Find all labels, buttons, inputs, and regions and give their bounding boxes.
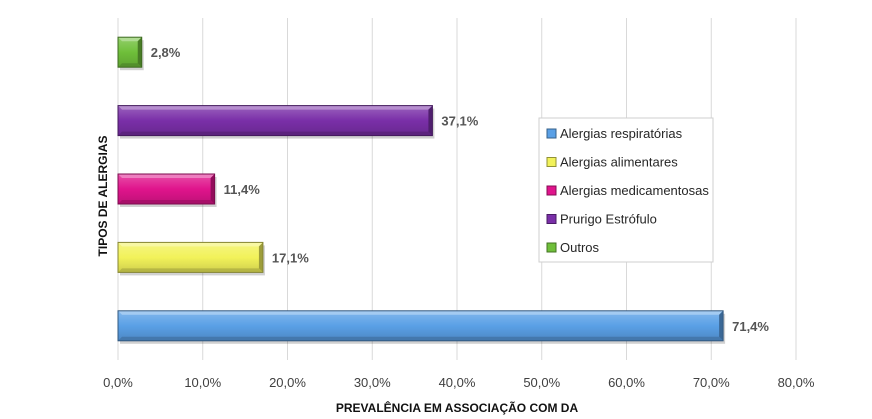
bar	[117, 105, 435, 139]
legend-box	[538, 117, 714, 263]
data-label: 11,4%	[224, 182, 261, 197]
legend-swatch	[546, 128, 557, 139]
x-axis-title: PREVALÊNCIA EM ASSOCIAÇÃO COM DA	[336, 400, 579, 415]
bar	[117, 241, 265, 276]
legend-swatch	[546, 185, 557, 196]
bar	[117, 36, 144, 71]
x-tick-label: 10,0%	[184, 375, 221, 390]
bar	[117, 173, 217, 207]
legend-swatch	[546, 242, 557, 253]
data-label: 71,4%	[732, 319, 769, 334]
legend-label: Outros	[560, 240, 600, 255]
legend: Alergias respiratórias Alergias alimentar…	[538, 117, 714, 263]
legend-label: Alergias medicamentosas	[560, 183, 709, 198]
data-labels: 71,4% 17,1% 11,4% 37,1% 2,8%	[151, 45, 770, 334]
bar	[117, 310, 726, 344]
x-tick-label: 0,0%	[103, 375, 133, 390]
data-label: 2,8%	[151, 45, 181, 60]
x-tick-label: 50,0%	[523, 375, 560, 390]
x-tick-label: 80,0%	[778, 375, 815, 390]
x-tick-label: 30,0%	[354, 375, 391, 390]
x-tick-label: 70,0%	[693, 375, 730, 390]
legend-label: Prurigo Estrófulo	[560, 212, 657, 227]
data-label: 17,1%	[272, 250, 309, 265]
legend-item: Alergias medicamentosas	[546, 183, 709, 198]
legend-item: Prurigo Estrófulo	[546, 212, 657, 227]
x-tick-label: 60,0%	[608, 375, 645, 390]
x-tick-label: 40,0%	[439, 375, 476, 390]
legend-label: Alergias alimentares	[560, 155, 678, 170]
legend-item: Alergias alimentares	[546, 155, 678, 170]
legend-label: Alergias respiratórias	[560, 126, 683, 141]
y-axis-title: TIPOS DE ALERGIAS	[96, 136, 110, 257]
legend-item: Alergias respiratórias	[546, 126, 683, 141]
legend-swatch	[546, 157, 557, 167]
x-tick-label: 20,0%	[269, 375, 306, 390]
data-label: 37,1%	[441, 114, 478, 129]
x-tick-labels: 0,0% 10,0% 20,0% 30,0% 40,0% 50,0% 60,0% 70,0% 8…	[103, 375, 815, 390]
bars	[117, 36, 726, 344]
legend-item: Outros	[546, 240, 600, 255]
legend-swatch	[546, 214, 557, 224]
